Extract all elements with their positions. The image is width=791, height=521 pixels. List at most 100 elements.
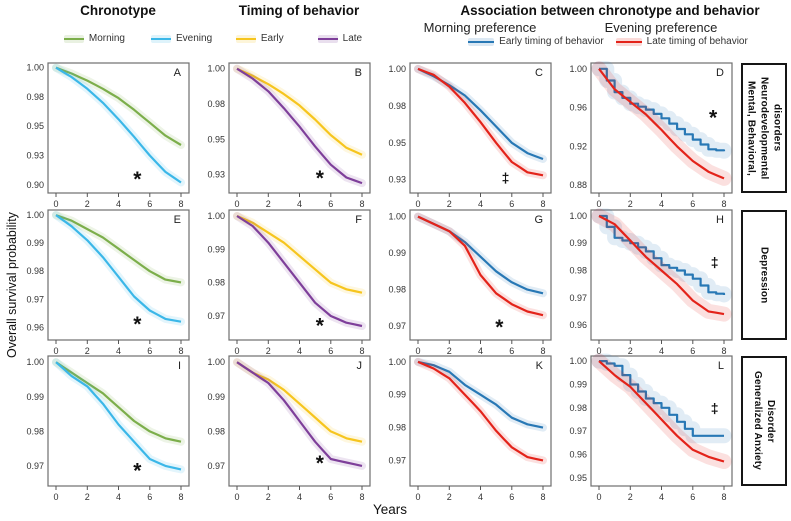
x-tick-label: 4 [297, 199, 302, 209]
x-tick-label: 4 [116, 346, 121, 356]
panel-D: 1.00 0.96 0.92 0.88 0 2 4 6 8 D * [569, 61, 733, 209]
late-timing-of-behavior-curve [598, 215, 725, 316]
legend-item-label: Morning [88, 33, 125, 44]
x-tick-label: 0 [596, 492, 601, 502]
legend-item-label: Early timing of behavior [499, 36, 604, 47]
x-tick-label: 6 [328, 492, 333, 502]
legend-item-label: Late [342, 33, 363, 44]
panel-letter: J [357, 360, 363, 372]
x-tick-label: 0 [415, 199, 420, 209]
x-tick-label: 0 [234, 199, 239, 209]
x-tick-label: 4 [297, 346, 302, 356]
legend-chronotype: Morning Evening [38, 33, 238, 44]
x-tick-label: 6 [690, 199, 695, 209]
y-tick-label: 0.98 [207, 426, 225, 436]
x-tick-label: 0 [234, 346, 239, 356]
x-tick-label: 4 [478, 199, 483, 209]
y-tick-label: 0.99 [26, 238, 44, 248]
y-tick-label: 1.00 [569, 356, 587, 366]
early-curve [236, 214, 363, 294]
y-tick-label: 0.95 [26, 121, 44, 131]
y-tick-label: 1.00 [388, 64, 406, 74]
x-tick-label: 2 [447, 199, 452, 209]
y-tick-label: 1.00 [207, 357, 225, 367]
legend-line-swatch-icon [235, 34, 256, 43]
x-tick-label: 6 [690, 346, 695, 356]
y-tick-label: 0.99 [207, 244, 225, 254]
y-tick-label: 0.98 [26, 266, 44, 276]
significance-symbol: ‡ [711, 400, 719, 416]
y-tick-label: 1.00 [569, 64, 587, 74]
evening-confidence-band [52, 211, 185, 326]
y-tick-label: 0.92 [569, 141, 587, 151]
x-tick-label: 8 [540, 492, 545, 502]
x-axis-label: Years [372, 502, 408, 517]
late-curve [236, 67, 363, 185]
x-tick-label: 6 [147, 346, 152, 356]
x-tick-label: 8 [540, 199, 545, 209]
morning-curve [55, 66, 182, 146]
y-tick-label: 1.00 [207, 64, 225, 74]
panel-H: 1.00 0.99 0.98 0.97 0.96 0 2 4 6 8 H ‡ [569, 208, 733, 356]
row-label-gad: Generalized Anxiety Disorder [752, 371, 776, 471]
significance-symbol: ‡ [502, 170, 510, 186]
y-tick-label: 0.98 [388, 101, 406, 111]
y-tick-label: 0.98 [207, 278, 225, 288]
y-tick-label: 0.97 [26, 294, 44, 304]
y-tick-label: 0.99 [388, 390, 406, 400]
legend-line-swatch-icon [317, 34, 338, 43]
y-tick-label: 0.98 [569, 266, 587, 276]
x-tick-label: 8 [178, 346, 183, 356]
y-tick-label: 0.96 [569, 450, 587, 460]
x-tick-label: 4 [659, 346, 664, 356]
x-tick-label: 4 [478, 346, 483, 356]
late-confidence-band [233, 212, 366, 330]
legend-line-swatch-icon [468, 37, 495, 46]
y-tick-label: 1.00 [26, 63, 44, 73]
x-tick-label: 8 [359, 346, 364, 356]
significance-symbol: * [316, 314, 325, 337]
y-tick-label: 0.96 [569, 320, 587, 330]
late-timing-of-behavior-curve [417, 67, 544, 177]
x-tick-label: 8 [178, 199, 183, 209]
y-tick-label: 0.93 [207, 170, 225, 180]
legend-line-swatch-icon [615, 37, 642, 46]
late-curve [236, 361, 363, 467]
x-tick-label: 2 [85, 492, 90, 502]
y-tick-label: 0.99 [26, 392, 44, 402]
y-tick-label: 0.97 [388, 455, 406, 465]
significance-symbol: * [316, 167, 325, 190]
x-tick-label: 6 [147, 199, 152, 209]
x-tick-label: 4 [297, 492, 302, 502]
x-tick-label: 8 [721, 199, 726, 209]
significance-symbol: * [133, 459, 142, 482]
late-confidence-band [233, 358, 366, 470]
legend-item-label: Early [260, 33, 284, 44]
x-tick-label: 0 [415, 346, 420, 356]
x-tick-label: 6 [509, 199, 514, 209]
panel-letter: F [355, 214, 362, 226]
subheader-morning-preference: Morning preference [423, 20, 537, 35]
panel-letter: I [178, 360, 181, 372]
x-tick-label: 0 [234, 492, 239, 502]
panel-letter: H [716, 214, 724, 226]
early-timing-of-behavior-curve [599, 67, 726, 152]
y-tick-label: 1.00 [207, 211, 225, 221]
late-timing-of-behavior-curve [417, 215, 544, 317]
x-tick-label: 2 [266, 492, 271, 502]
y-tick-label: 0.98 [388, 285, 406, 295]
panel-L: 1.00 0.99 0.98 0.97 0.96 0.95 0 2 4 6 8 L ‡ [569, 353, 733, 502]
evening-curve [55, 214, 182, 323]
panel-letter: G [534, 214, 543, 226]
y-tick-label: 1.00 [569, 211, 587, 221]
y-tick-label: 0.99 [569, 238, 587, 248]
late-curve [236, 215, 363, 328]
x-tick-label: 4 [116, 199, 121, 209]
row-label-depression: Depression [758, 246, 770, 304]
panel-B: 1.00 0.98 0.95 0.93 0 2 4 6 8 B * [207, 62, 371, 209]
y-tick-label: 1.00 [388, 212, 406, 222]
panel-letter: D [716, 67, 724, 79]
y-tick-label: 0.93 [388, 175, 406, 185]
y-tick-label: 1.00 [26, 357, 44, 367]
